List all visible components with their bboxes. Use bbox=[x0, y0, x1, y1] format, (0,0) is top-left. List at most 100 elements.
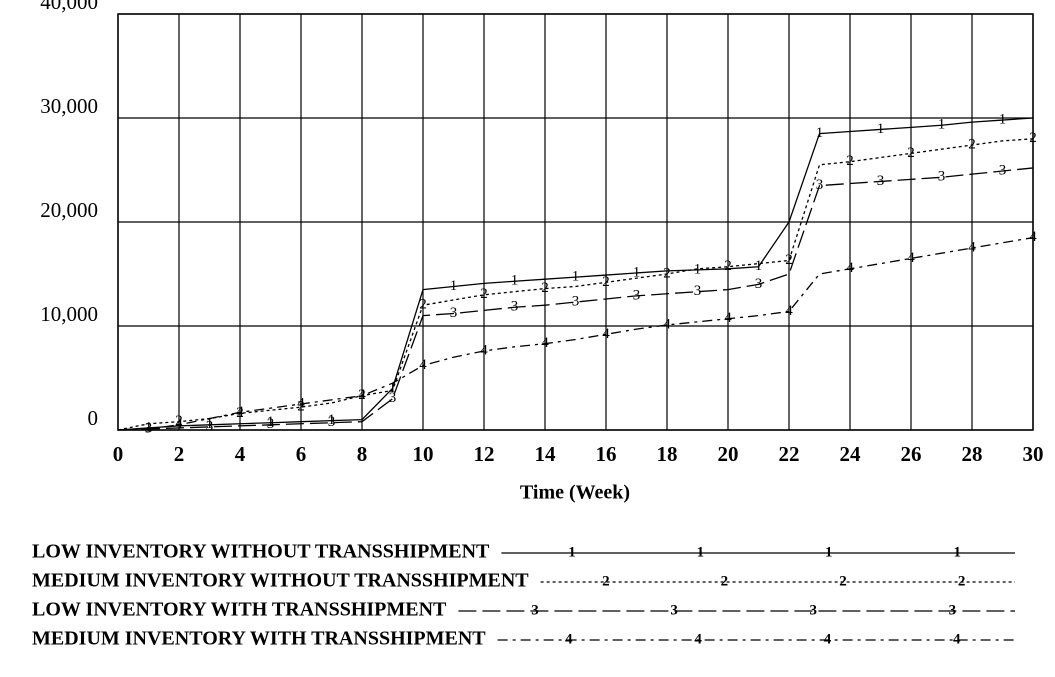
legend-marker: 1 bbox=[953, 544, 961, 560]
series-line bbox=[117, 117, 1034, 431]
series-marker: 1 bbox=[511, 273, 519, 289]
x-tick-label: 4 bbox=[235, 442, 246, 466]
series-marker: 4 bbox=[846, 260, 854, 276]
series-marker: 2 bbox=[846, 153, 854, 169]
series-marker: 4 bbox=[236, 404, 244, 420]
series-marker: 2 bbox=[602, 274, 610, 290]
series-marker: 1 bbox=[633, 264, 641, 280]
x-tick-label: 6 bbox=[296, 442, 307, 466]
series-marker: 4 bbox=[968, 239, 976, 255]
x-tick-label: 24 bbox=[840, 442, 862, 466]
y-tick-label: 30,000 bbox=[40, 94, 98, 118]
series-marker: 3 bbox=[755, 276, 763, 292]
series-marker: 2 bbox=[968, 136, 976, 152]
series-marker: 3 bbox=[877, 173, 885, 189]
x-axis-label: Time (Week) bbox=[520, 482, 630, 504]
series-marker: 3 bbox=[694, 283, 702, 299]
x-tick-label: 22 bbox=[779, 442, 800, 466]
x-tick-label: 30 bbox=[1023, 442, 1044, 466]
series-marker: 3 bbox=[816, 177, 824, 193]
series-marker: 3 bbox=[389, 390, 397, 406]
series-marker: 3 bbox=[328, 414, 336, 430]
legend-marker: 2 bbox=[958, 573, 966, 589]
series-marker: 1 bbox=[755, 258, 763, 274]
series-marker: 1 bbox=[572, 269, 580, 285]
series-marker: 3 bbox=[267, 416, 275, 432]
series-marker: 4 bbox=[419, 357, 427, 373]
legend-marker: 3 bbox=[949, 602, 957, 618]
series-line bbox=[117, 236, 1034, 431]
series-marker: 2 bbox=[297, 399, 305, 415]
series-marker: 1 bbox=[999, 112, 1007, 128]
legend-marker: 1 bbox=[697, 544, 705, 560]
legend-marker: 2 bbox=[839, 573, 847, 589]
x-tick-label: 8 bbox=[357, 442, 368, 466]
series-line bbox=[117, 167, 1034, 431]
x-tick-label: 12 bbox=[474, 442, 495, 466]
x-tick-label: 0 bbox=[113, 442, 124, 466]
series-line bbox=[117, 138, 1034, 431]
legend-marker: 3 bbox=[531, 602, 539, 618]
series-marker: 2 bbox=[175, 413, 183, 429]
series-marker: 4 bbox=[480, 342, 488, 358]
series-marker: 3 bbox=[572, 294, 580, 310]
series-marker: 1 bbox=[816, 125, 824, 141]
series-marker: 1 bbox=[389, 380, 397, 396]
series-marker: 1 bbox=[145, 419, 153, 435]
series-marker: 1 bbox=[328, 412, 336, 428]
series-marker: 4 bbox=[175, 416, 183, 432]
series-marker: 1 bbox=[206, 416, 214, 432]
legend-marker: 4 bbox=[953, 631, 961, 647]
y-tick-label: 10,000 bbox=[40, 302, 98, 326]
legend-label: MEDIUM INVENTORY WITH TRANSSHIPMENT bbox=[32, 628, 486, 650]
legend-marker: 2 bbox=[721, 573, 729, 589]
y-tick-label: 40,000 bbox=[40, 0, 98, 14]
series-marker: 4 bbox=[907, 250, 915, 266]
legend-marker: 1 bbox=[568, 544, 576, 560]
series-marker: 4 bbox=[541, 335, 549, 351]
series-marker: 4 bbox=[724, 310, 732, 326]
series-marker: 1 bbox=[694, 261, 702, 277]
series-marker: 2 bbox=[541, 280, 549, 296]
legend-marker: 4 bbox=[694, 631, 702, 647]
series-marker: 1 bbox=[877, 121, 885, 137]
x-tick-label: 2 bbox=[174, 442, 185, 466]
legend-marker: 1 bbox=[825, 544, 833, 560]
series-marker: 4 bbox=[358, 387, 366, 403]
series-marker: 3 bbox=[938, 169, 946, 185]
series-marker: 4 bbox=[785, 303, 793, 319]
x-tick-label: 26 bbox=[901, 442, 922, 466]
series-marker: 2 bbox=[907, 145, 915, 161]
x-tick-label: 20 bbox=[718, 442, 739, 466]
series-marker: 2 bbox=[724, 258, 732, 274]
series-marker: 3 bbox=[633, 287, 641, 303]
series-marker: 2 bbox=[419, 297, 427, 313]
x-tick-label: 10 bbox=[413, 442, 434, 466]
series-marker: 2 bbox=[663, 265, 671, 281]
y-tick-label: 0 bbox=[88, 406, 99, 430]
legend-label: MEDIUM INVENTORY WITHOUT TRANSSHIPMENT bbox=[32, 570, 529, 592]
legend-marker: 3 bbox=[809, 602, 817, 618]
series-marker: 4 bbox=[1029, 229, 1037, 245]
legend-marker: 3 bbox=[670, 602, 678, 618]
series-marker: 3 bbox=[206, 418, 214, 434]
series-marker: 1 bbox=[938, 117, 946, 133]
series-marker: 3 bbox=[450, 305, 458, 321]
legend-label: LOW INVENTORY WITH TRANSSHIPMENT bbox=[32, 599, 447, 621]
x-tick-label: 14 bbox=[535, 442, 557, 466]
legend-marker: 4 bbox=[824, 631, 832, 647]
series-marker: 3 bbox=[511, 299, 519, 315]
series-marker: 4 bbox=[663, 316, 671, 332]
series-marker: 1 bbox=[450, 278, 458, 294]
legend-marker: 2 bbox=[602, 573, 610, 589]
series-marker: 3 bbox=[999, 162, 1007, 178]
legend-marker: 4 bbox=[565, 631, 573, 647]
x-tick-label: 16 bbox=[596, 442, 617, 466]
series-marker: 2 bbox=[785, 252, 793, 268]
series-marker: 2 bbox=[1029, 130, 1037, 146]
series-marker: 4 bbox=[602, 326, 610, 342]
y-tick-label: 20,000 bbox=[40, 198, 98, 222]
series-marker: 1 bbox=[267, 414, 275, 430]
series-marker: 2 bbox=[480, 286, 488, 302]
